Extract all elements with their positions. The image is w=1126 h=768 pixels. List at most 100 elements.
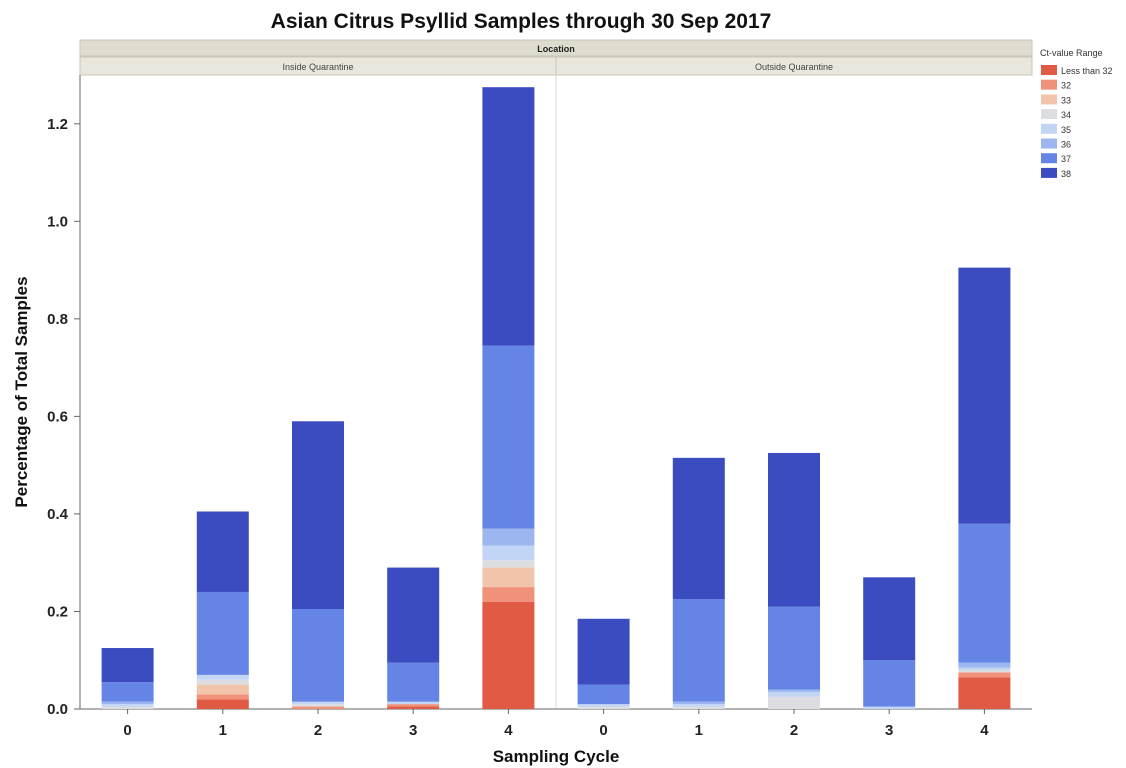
bar-segment-inside-cycle-4-32 bbox=[482, 587, 535, 602]
y-tick-label: 1.2 bbox=[47, 116, 68, 133]
facet-location-label: Location bbox=[537, 44, 575, 54]
bar-segment-outside-cycle-2-36 bbox=[768, 689, 820, 692]
x-tick-label: 1 bbox=[219, 722, 227, 739]
legend-swatch bbox=[1041, 153, 1057, 164]
y-tick-label: 1.0 bbox=[47, 213, 68, 230]
legend-label: 33 bbox=[1061, 95, 1071, 105]
bar-segment-outside-cycle-1-36 bbox=[672, 701, 725, 705]
y-tick-label: 0.2 bbox=[47, 603, 68, 620]
x-tick-label: 0 bbox=[123, 722, 131, 739]
bar-segment-inside-cycle-2-32 bbox=[292, 706, 344, 709]
bar-segment-outside-cycle-2-37 bbox=[768, 606, 820, 690]
legend-label: Less than 32 bbox=[1061, 66, 1113, 76]
bar-segment-inside-cycle-3-less-than-32 bbox=[387, 706, 440, 709]
x-axis-title: Sampling Cycle bbox=[493, 747, 620, 766]
bar-segment-outside-cycle-4-36 bbox=[958, 662, 1011, 668]
bar-stacks bbox=[101, 87, 1011, 709]
bar-segment-inside-cycle-3-37 bbox=[387, 662, 440, 702]
bar-segment-outside-cycle-4-34 bbox=[958, 669, 1011, 673]
bar-segment-outside-cycle-1-35 bbox=[672, 704, 725, 707]
bar-segment-outside-cycle-2-34 bbox=[768, 696, 820, 709]
bar-segment-inside-cycle-2-38 bbox=[292, 421, 344, 610]
x-tick-label: 0 bbox=[599, 722, 607, 739]
bar-segment-inside-cycle-1-less-than-32 bbox=[196, 699, 249, 709]
legend-swatch bbox=[1041, 167, 1057, 178]
legend-label: 37 bbox=[1061, 154, 1071, 164]
bar-segment-outside-cycle-0-37 bbox=[577, 684, 630, 705]
bar-segment-inside-cycle-2-34 bbox=[292, 704, 344, 707]
y-axis: 0.0 0.2 0.4 0.6 0.8 1.0 1.2 bbox=[47, 116, 80, 718]
bar-segment-outside-cycle-3-38 bbox=[863, 577, 916, 661]
x-tick-label: 4 bbox=[504, 722, 513, 739]
bar-segment-inside-cycle-4-38 bbox=[482, 87, 535, 346]
bar-segment-outside-cycle-2-38 bbox=[768, 452, 820, 607]
bar-segment-inside-cycle-2-37 bbox=[292, 609, 344, 702]
bar-segment-inside-cycle-4-36 bbox=[482, 528, 535, 546]
y-axis-title: Percentage of Total Samples bbox=[12, 276, 31, 507]
legend-swatch bbox=[1041, 123, 1057, 134]
bar-segment-inside-cycle-1-34 bbox=[196, 679, 249, 685]
legend-label: 32 bbox=[1061, 81, 1071, 91]
legend-title: Ct-value Range bbox=[1040, 48, 1103, 58]
x-tick-label: 3 bbox=[409, 722, 417, 739]
legend-label: 35 bbox=[1061, 125, 1071, 135]
facet-inside-label: Inside Quarantine bbox=[282, 62, 353, 72]
x-tick-label: 1 bbox=[695, 722, 703, 739]
bar-segment-inside-cycle-1-33 bbox=[196, 684, 249, 695]
legend-label: 38 bbox=[1061, 169, 1071, 179]
bar-segment-inside-cycle-4-34 bbox=[482, 560, 535, 568]
chart-title: Asian Citrus Psyllid Samples through 30 … bbox=[271, 10, 772, 33]
bar-segment-outside-cycle-4-32 bbox=[958, 672, 1011, 678]
bar-segment-inside-cycle-0-34 bbox=[101, 706, 154, 709]
y-tick-label: 0.6 bbox=[47, 408, 68, 425]
bar-segment-outside-cycle-0-35 bbox=[577, 704, 630, 707]
bar-segment-outside-cycle-3-35 bbox=[863, 706, 916, 709]
legend-items: Less than 32 32 33 34 35 36 37 38 bbox=[1041, 65, 1113, 179]
bar-segment-outside-cycle-4-less-than-32 bbox=[958, 677, 1011, 709]
legend-swatch bbox=[1041, 138, 1057, 149]
legend-label: 34 bbox=[1061, 110, 1071, 120]
bar-segment-inside-cycle-0-35 bbox=[101, 704, 154, 707]
legend-swatch bbox=[1041, 109, 1057, 120]
bar-segment-inside-cycle-0-38 bbox=[101, 648, 154, 683]
bar-segment-inside-cycle-0-36 bbox=[101, 701, 154, 705]
bar-segment-inside-cycle-4-33 bbox=[482, 567, 535, 588]
legend-swatch bbox=[1041, 65, 1057, 75]
bar-segment-outside-cycle-3-37 bbox=[863, 660, 916, 707]
bar-segment-inside-cycle-0-37 bbox=[101, 682, 154, 702]
y-tick-label: 0.8 bbox=[47, 311, 68, 328]
x-tick-label: 2 bbox=[790, 722, 798, 739]
x-axis: 0 1 2 3 4 0 1 2 3 4 bbox=[123, 709, 989, 739]
bar-segment-inside-cycle-1-35 bbox=[196, 674, 249, 680]
bar-segment-outside-cycle-0-38 bbox=[577, 618, 630, 685]
bar-segment-inside-cycle-4-37 bbox=[482, 345, 535, 529]
bar-segment-inside-cycle-4-less-than-32 bbox=[482, 601, 535, 709]
bar-segment-inside-cycle-3-32 bbox=[387, 704, 440, 707]
bar-segment-outside-cycle-4-35 bbox=[958, 667, 1011, 670]
y-tick-label: 0.0 bbox=[47, 701, 68, 718]
bar-segment-inside-cycle-3-35 bbox=[387, 701, 440, 705]
bar-segment-outside-cycle-1-37 bbox=[672, 599, 725, 702]
legend: Ct-value Range Less than 32 32 33 34 35 36 37 3… bbox=[1040, 48, 1113, 179]
bar-segment-outside-cycle-4-38 bbox=[958, 267, 1011, 524]
x-tick-label: 3 bbox=[885, 722, 893, 739]
legend-label: 36 bbox=[1061, 140, 1071, 150]
bar-segment-inside-cycle-3-38 bbox=[387, 567, 440, 663]
legend-swatch bbox=[1041, 79, 1057, 90]
bar-segment-inside-cycle-1-38 bbox=[196, 511, 249, 592]
x-tick-label: 4 bbox=[980, 722, 989, 739]
bar-segment-outside-cycle-1-38 bbox=[672, 457, 725, 600]
bar-segment-outside-cycle-1-34 bbox=[672, 706, 725, 709]
facet-outside-label: Outside Quarantine bbox=[755, 62, 833, 72]
y-tick-label: 0.4 bbox=[47, 506, 69, 523]
bar-segment-inside-cycle-4-35 bbox=[482, 545, 535, 561]
bar-segment-inside-cycle-1-32 bbox=[196, 694, 249, 700]
bar-segment-outside-cycle-0-34 bbox=[577, 706, 630, 709]
x-tick-label: 2 bbox=[314, 722, 322, 739]
bar-segment-inside-cycle-2-35 bbox=[292, 701, 344, 705]
facet-outside-band bbox=[555, 56, 1033, 76]
bar-segment-outside-cycle-4-37 bbox=[958, 523, 1011, 663]
legend-swatch bbox=[1041, 94, 1057, 105]
bar-segment-inside-cycle-1-37 bbox=[196, 591, 249, 675]
bar-segment-outside-cycle-2-35 bbox=[768, 691, 820, 697]
